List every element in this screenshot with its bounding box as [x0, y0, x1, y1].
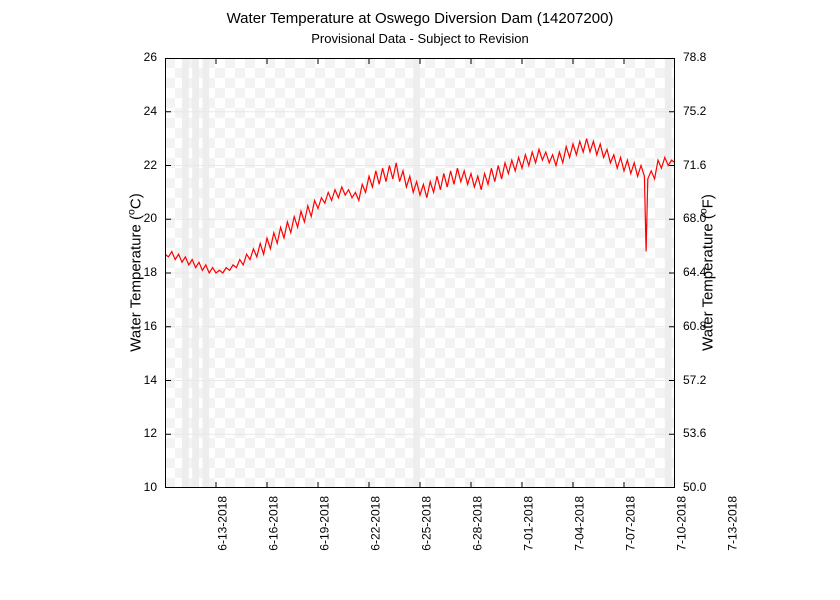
x-tick-label: 6-19-2018: [318, 496, 332, 551]
x-tick-label: 6-25-2018: [420, 496, 434, 551]
y-right-tick-label: 68.0: [683, 211, 706, 225]
y-left-tick-label: 16: [144, 319, 157, 333]
y-left-tick-label: 10: [144, 480, 157, 494]
y-left-tick-label: 20: [144, 211, 157, 225]
x-tick-label: 7-07-2018: [624, 496, 638, 551]
y-axis-label-left: Water Temperature (oC): [126, 173, 145, 373]
line-chart: [165, 58, 675, 488]
y-right-tick-label: 64.4: [683, 265, 706, 279]
y-right-tick-label: 60.8: [683, 319, 706, 333]
y-right-tick-label: 53.6: [683, 426, 706, 440]
x-tick-label: 7-13-2018: [726, 496, 740, 551]
y-right-tick-label: 57.2: [683, 373, 706, 387]
y-left-tick-label: 22: [144, 158, 157, 172]
x-tick-label: 7-04-2018: [573, 496, 587, 551]
x-tick-label: 6-13-2018: [216, 496, 230, 551]
chart-subtitle: Provisional Data - Subject to Revision: [110, 31, 730, 46]
y-right-tick-label: 50.0: [683, 480, 706, 494]
x-tick-label: 7-10-2018: [675, 496, 689, 551]
x-tick-label: 7-01-2018: [522, 496, 536, 551]
y-right-tick-label: 78.8: [683, 50, 706, 64]
y-left-tick-label: 24: [144, 104, 157, 118]
y-left-tick-label: 18: [144, 265, 157, 279]
chart-title: Water Temperature at Oswego Diversion Da…: [110, 10, 730, 27]
y-right-tick-label: 75.2: [683, 104, 706, 118]
y-right-tick-label: 71.6: [683, 158, 706, 172]
plot-area: Water Temperature (oC) Water Temperature…: [165, 58, 675, 488]
y-left-tick-label: 12: [144, 426, 157, 440]
y-left-tick-label: 14: [144, 373, 157, 387]
y-left-tick-label: 26: [144, 50, 157, 64]
chart-container: Water Temperature at Oswego Diversion Da…: [110, 10, 730, 590]
x-tick-label: 6-16-2018: [267, 496, 281, 551]
x-tick-label: 6-22-2018: [369, 496, 383, 551]
x-tick-label: 6-28-2018: [471, 496, 485, 551]
